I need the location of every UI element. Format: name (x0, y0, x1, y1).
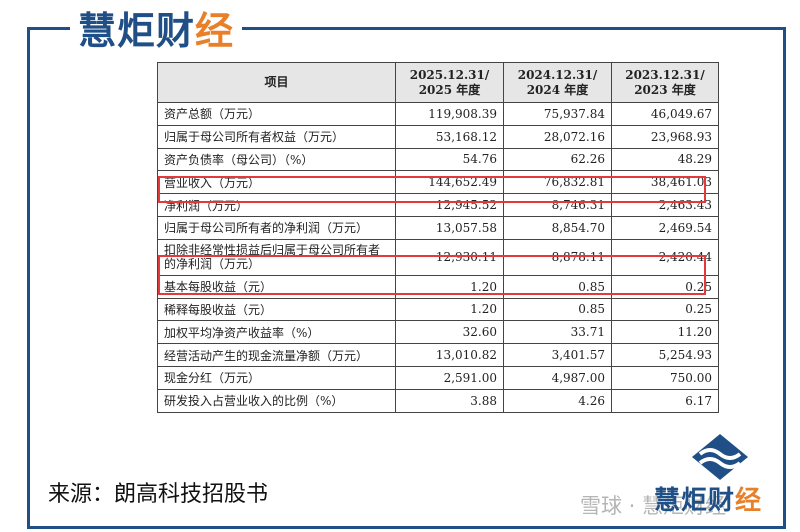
value-2025: 12,930.11 (395, 238, 504, 276)
table-row: 稀释每股收益（元） 1.20 0.85 0.25 (157, 297, 719, 322)
row-label: 资产负债率（母公司）（%） (157, 147, 396, 172)
value-2025: 144,652.49 (395, 170, 504, 195)
row-label: 资产总额（万元） (157, 102, 396, 126)
row-label: 扣除非经常性损益后归属于母公司所有者的净利润（万元） (157, 238, 396, 276)
header-item: 项目 (157, 62, 396, 103)
value-2025: 13,010.82 (395, 343, 504, 367)
value-2023: 5,254.93 (611, 343, 719, 367)
value-2023: 46,049.67 (611, 102, 719, 126)
value-2024: 8,746.31 (503, 193, 612, 217)
table-row: 归属于母公司所有者权益（万元） 53,168.12 28,072.16 23,9… (157, 124, 719, 149)
value-2025: 1.20 (395, 274, 504, 299)
value-2023: 6.17 (611, 388, 719, 413)
row-label: 营业收入（万元） (157, 170, 396, 195)
table-row: 资产负债率（母公司）（%） 54.76 62.26 48.29 (157, 147, 719, 172)
table-row: 归属于母公司所有者的净利润（万元） 13,057.58 8,854.70 2,4… (157, 215, 719, 240)
row-label: 加权平均净资产收益率（%） (157, 320, 396, 345)
header-2023: 2023.12.31/2023 年度 (611, 62, 719, 103)
value-2024: 76,832.81 (503, 170, 612, 195)
header-2025: 2025.12.31/2025 年度 (395, 62, 504, 103)
value-2023: 0.25 (611, 274, 719, 299)
value-2025: 53,168.12 (395, 124, 504, 149)
brand-watermark-logo: 慧炬财经 (654, 486, 763, 516)
value-2023: 2,469.54 (611, 215, 719, 240)
table-row-highlighted: 扣除非经常性损益后归属于母公司所有者的净利润（万元） 12,930.11 8,8… (157, 238, 719, 276)
brand-wave-icon (692, 434, 748, 480)
table-header-row: 项目 2025.12.31/2025 年度 2024.12.31/2024 年度… (157, 62, 719, 103)
value-2025: 12,945.52 (395, 193, 504, 217)
value-2024: 0.85 (503, 274, 612, 299)
value-2024: 8,878.11 (503, 238, 612, 276)
row-label: 归属于母公司所有者权益（万元） (157, 124, 396, 149)
value-2024: 62.26 (503, 147, 612, 172)
value-2023: 0.25 (611, 297, 719, 322)
value-2023: 48.29 (611, 147, 719, 172)
table-row: 经营活动产生的现金流量净额（万元） 13,010.82 3,401.57 5,2… (157, 343, 719, 367)
header-2024: 2024.12.31/2024 年度 (503, 62, 612, 103)
value-2024: 8,854.70 (503, 215, 612, 240)
value-2024: 0.85 (503, 297, 612, 322)
row-label: 归属于母公司所有者的净利润（万元） (157, 215, 396, 240)
table-row: 加权平均净资产收益率（%） 32.60 33.71 11.20 (157, 320, 719, 345)
value-2023: 11.20 (611, 320, 719, 345)
outer-frame (27, 27, 786, 529)
value-2024: 3,401.57 (503, 343, 612, 367)
financial-table-image: 项目 2025.12.31/2025 年度 2024.12.31/2024 年度… (157, 62, 719, 454)
row-label: 经营活动产生的现金流量净额（万元） (157, 343, 396, 367)
source-caption: 来源：朗高科技招股书 (48, 482, 269, 507)
value-2024: 28,072.16 (503, 124, 612, 149)
row-label: 现金分红（万元） (157, 365, 396, 390)
value-2023: 38,461.03 (611, 170, 719, 195)
value-2023: 2,420.44 (611, 238, 719, 276)
value-2025: 2,591.00 (395, 365, 504, 390)
value-2023: 750.00 (611, 365, 719, 390)
brand-logo-main: 慧炬财 (78, 9, 196, 53)
table-row: 研发投入占营业收入的比例（%） 3.88 4.26 6.17 (157, 388, 719, 413)
value-2025: 54.76 (395, 147, 504, 172)
value-2024: 33.71 (503, 320, 612, 345)
value-2025: 3.88 (395, 388, 504, 413)
value-2025: 32.60 (395, 320, 504, 345)
table-row: 净利润（万元） 12,945.52 8,746.31 2,463.43 (157, 193, 719, 217)
row-label: 净利润（万元） (157, 193, 396, 217)
row-label: 基本每股收益（元） (157, 274, 396, 299)
value-2023: 23,968.93 (611, 124, 719, 149)
row-label: 研发投入占营业收入的比例（%） (157, 388, 396, 413)
value-2023: 2,463.43 (611, 193, 719, 217)
brand-logo: 慧炬财经 (70, 6, 243, 56)
value-2025: 1.20 (395, 297, 504, 322)
xueqiu-watermark: 雪球 · 慧炬财经 (580, 494, 727, 518)
table-row: 现金分红（万元） 2,591.00 4,987.00 750.00 (157, 365, 719, 390)
value-2024: 4.26 (503, 388, 612, 413)
value-2025: 119,908.39 (395, 102, 504, 126)
table-row: 基本每股收益（元） 1.20 0.85 0.25 (157, 274, 719, 299)
financial-table: 项目 2025.12.31/2025 年度 2024.12.31/2024 年度… (157, 62, 719, 413)
value-2024: 75,937.84 (503, 102, 612, 126)
brand-logo-accent: 经 (195, 9, 235, 53)
row-label: 稀释每股收益（元） (157, 297, 396, 322)
table-row-highlighted: 营业收入（万元） 144,652.49 76,832.81 38,461.03 (157, 170, 719, 195)
table-row: 资产总额（万元） 119,908.39 75,937.84 46,049.67 (157, 102, 719, 126)
value-2024: 4,987.00 (503, 365, 612, 390)
value-2025: 13,057.58 (395, 215, 504, 240)
